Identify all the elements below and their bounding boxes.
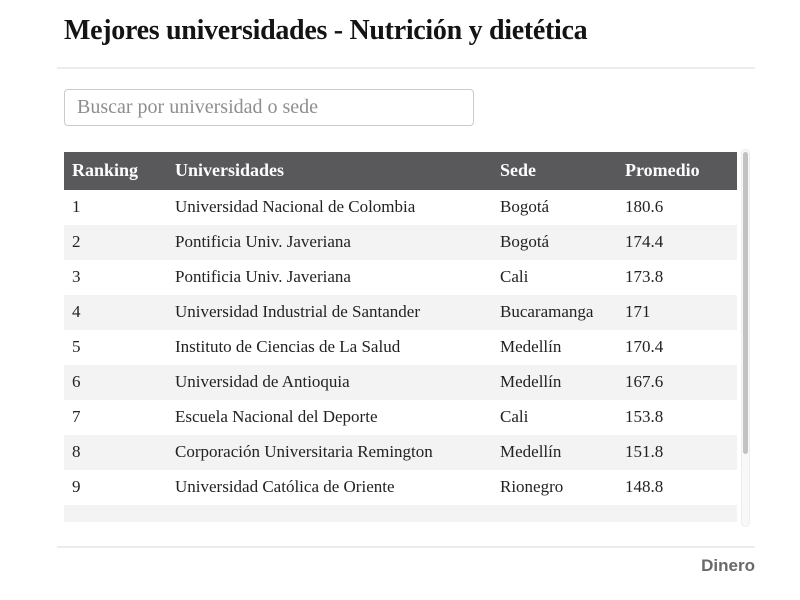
cell-ranking: 5	[72, 337, 81, 357]
cell-ranking: 7	[72, 407, 81, 427]
cell-promedio: 174.4	[625, 232, 664, 252]
page: Mejores universidades - Nutrición y diet…	[57, 15, 755, 575]
cell-ranking: 1	[72, 197, 81, 217]
column-header-sede: Sede	[500, 160, 536, 181]
cell-sede: Medellín	[500, 442, 562, 462]
table-row: 2 Pontificia Univ. Javeriana Bogotá 174.4	[64, 224, 737, 260]
table-body: 1 Universidad Nacional de Colombia Bogotá 1…	[64, 189, 737, 522]
cell-ranking: 8	[72, 442, 81, 462]
ranking-table: Ranking Universidades Sede Promedio 1 Uni…	[64, 148, 750, 527]
cell-ranking: 3	[72, 267, 81, 287]
cell-promedio: 180.6	[625, 197, 664, 217]
cell-universidad: Escuela Nacional del Deporte	[175, 407, 378, 427]
cell-sede: Medellín	[500, 372, 562, 392]
table-row: 8 Corporación Universitaria Remington Mede…	[64, 434, 737, 470]
cell-universidad: Corporación Universitaria Remington	[175, 442, 433, 462]
cell-promedio: 170.4	[625, 337, 664, 357]
table-row: 7 Escuela Nacional del Deporte Cali 153.8	[64, 399, 737, 435]
footer-divider	[57, 545, 755, 548]
cell-ranking: 4	[72, 302, 81, 322]
cell-ranking: 2	[72, 232, 81, 252]
cell-sede: Rionegro	[500, 477, 564, 497]
table: Ranking Universidades Sede Promedio 1 Uni…	[64, 151, 737, 522]
cell-universidad: Universidad Católica de Oriente	[175, 477, 395, 497]
column-header-universidades: Universidades	[175, 160, 285, 181]
cell-sede: Bogotá	[500, 197, 550, 217]
cell-ranking: 9	[72, 477, 81, 497]
cell-sede: Bucaramanga	[500, 302, 594, 322]
cell-universidad: Pontificia Univ. Javeriana	[175, 232, 351, 252]
cell-promedio: 151.8	[625, 442, 664, 462]
table-row-partial	[64, 504, 737, 522]
cell-promedio: 167.6	[625, 372, 664, 392]
column-header-promedio: Promedio	[625, 160, 700, 181]
cell-promedio: 148.8	[625, 477, 664, 497]
cell-universidad: Universidad Industrial de Santander	[175, 302, 421, 322]
table-row: 4 Universidad Industrial de Santander Buca…	[64, 294, 737, 330]
title-divider	[57, 66, 755, 69]
column-header-ranking: Ranking	[72, 160, 139, 181]
cell-sede: Cali	[500, 267, 529, 287]
cell-promedio: 171	[625, 302, 651, 322]
cell-universidad: Pontificia Univ. Javeriana	[175, 267, 351, 287]
table-row: 1 Universidad Nacional de Colombia Bogotá 1…	[64, 189, 737, 225]
cell-universidad: Instituto de Ciencias de La Salud	[175, 337, 401, 357]
scrollbar-thumb[interactable]	[743, 151, 748, 454]
cell-sede: Cali	[500, 407, 529, 427]
cell-universidad: Universidad de Antioquia	[175, 372, 350, 392]
cell-universidad: Universidad Nacional de Colombia	[175, 197, 416, 217]
cell-sede: Bogotá	[500, 232, 550, 252]
cell-promedio: 153.8	[625, 407, 664, 427]
table-row: 9 Universidad Católica de Oriente Rionegro…	[64, 469, 737, 505]
cell-ranking: 6	[72, 372, 81, 392]
table-row: 6 Universidad de Antioquia Medellín 167.6	[64, 364, 737, 400]
table-header-row: Ranking Universidades Sede Promedio	[64, 151, 737, 190]
table-row: 5 Instituto de Ciencias de La Salud Medell…	[64, 329, 737, 365]
cell-sede: Medellín	[500, 337, 562, 357]
table-scrollbar[interactable]	[741, 148, 750, 527]
cell-promedio: 173.8	[625, 267, 664, 287]
search-input[interactable]	[64, 88, 474, 126]
brand-logo: Dinero	[701, 555, 755, 575]
page-title: Mejores universidades - Nutrición y diet…	[64, 15, 588, 46]
table-row: 3 Pontificia Univ. Javeriana Cali 173.8	[64, 259, 737, 295]
